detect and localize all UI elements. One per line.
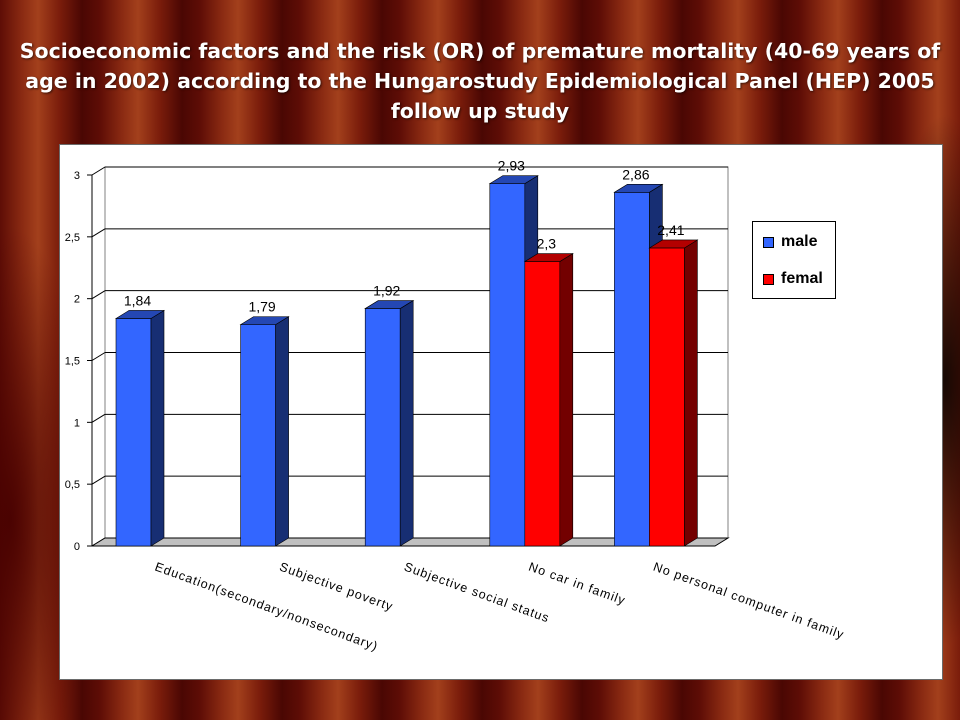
x-category-label: Subjective poverty xyxy=(278,560,396,614)
data-label-femal-5: 2,41 xyxy=(657,222,684,238)
data-label-male-1: 1,84 xyxy=(124,292,151,308)
chart-title: Socioeconomic factors and the risk (OR) … xyxy=(19,39,941,123)
y-tick-label: 2 xyxy=(74,294,80,306)
bar-top xyxy=(648,239,699,249)
bar-side xyxy=(399,300,414,547)
legend-label-femal: femal xyxy=(781,270,823,287)
bar-front xyxy=(364,308,401,547)
bar-front xyxy=(240,324,276,547)
bar-top xyxy=(523,253,574,262)
y-tick-label: 1,5 xyxy=(65,356,80,368)
x-category-label: No personal computer in family xyxy=(651,560,846,642)
data-label-femal-4: 2,3 xyxy=(537,236,557,252)
bar-front xyxy=(489,183,526,547)
y-tick-label: 1 xyxy=(74,417,80,429)
x-category-label: Education(secondary/nonsecondary) xyxy=(153,560,380,654)
gridline-depth xyxy=(91,475,106,485)
legend-item-male: male xyxy=(763,232,817,252)
bar-front xyxy=(524,261,561,547)
bar-top xyxy=(239,316,290,325)
y-tick-label: 3 xyxy=(74,170,80,182)
data-label-male-3: 1,92 xyxy=(373,283,400,299)
bar-side xyxy=(150,309,165,547)
bar-top xyxy=(613,184,664,193)
bar-top xyxy=(364,300,415,309)
bar-front xyxy=(649,247,685,547)
bar-top xyxy=(488,175,539,184)
y-tick-label: 0 xyxy=(74,541,80,553)
bar-top xyxy=(114,310,166,319)
bar-femal-4 xyxy=(523,253,574,547)
x-category-label: No car in family xyxy=(527,560,628,608)
y-tick-label: 2,5 xyxy=(65,232,80,244)
gridline-depth xyxy=(91,166,106,176)
bar-side xyxy=(684,239,698,547)
chart-legend: male femal xyxy=(752,221,836,299)
bar-male-1 xyxy=(114,309,166,547)
bar-front xyxy=(115,318,152,547)
legend-label-male: male xyxy=(781,233,818,250)
y-tick-label: 0,5 xyxy=(65,479,80,491)
gridline-depth xyxy=(91,228,106,238)
bar-side xyxy=(559,253,574,547)
gridline-depth xyxy=(91,413,106,423)
bar-femal-5 xyxy=(648,239,699,547)
legend-swatch-male xyxy=(763,236,774,248)
data-label-male-4: 2,93 xyxy=(498,158,525,174)
bar-front xyxy=(614,192,650,547)
legend-item-femal: femal xyxy=(763,269,823,289)
data-label-male-2: 1,79 xyxy=(248,299,275,315)
gridline-depth xyxy=(91,290,106,300)
bar-male-3 xyxy=(364,300,415,547)
bar-male-2 xyxy=(239,316,290,547)
legend-swatch-femal xyxy=(763,273,774,285)
data-label-male-5: 2,86 xyxy=(622,166,649,182)
bar-side xyxy=(275,316,289,547)
gridline-depth xyxy=(91,352,106,361)
